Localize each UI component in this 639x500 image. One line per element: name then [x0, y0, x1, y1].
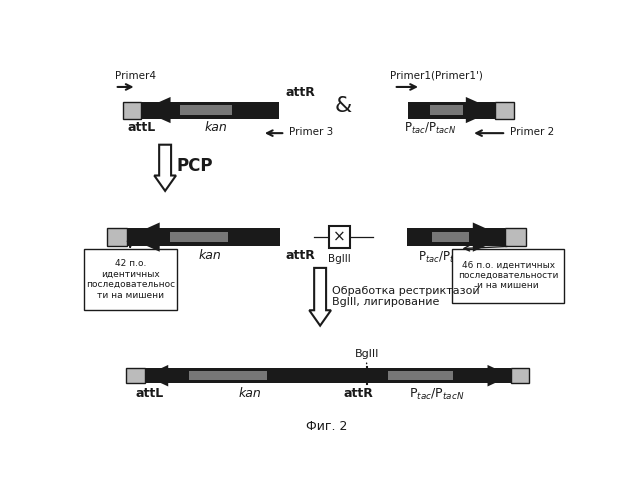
- Polygon shape: [473, 222, 505, 252]
- Bar: [511, 368, 529, 384]
- Bar: [328, 226, 350, 248]
- Polygon shape: [488, 365, 511, 386]
- Text: ×: ×: [333, 230, 346, 244]
- Text: attL: attL: [128, 121, 156, 134]
- Bar: [107, 228, 127, 246]
- Text: P$_{tac}$/P$_{tacN}$: P$_{tac}$/P$_{tacN}$: [409, 387, 464, 402]
- Text: PCP: PCP: [177, 158, 213, 176]
- Bar: [389, 372, 453, 380]
- Polygon shape: [154, 144, 176, 191]
- Bar: [170, 232, 228, 242]
- Text: attR: attR: [344, 387, 374, 400]
- Text: P$_{tac}$/P$_{tacN}$: P$_{tac}$/P$_{tacN}$: [404, 121, 457, 136]
- Text: attR: attR: [286, 86, 316, 100]
- Bar: [123, 102, 141, 118]
- Text: Primer 2: Primer 2: [510, 126, 554, 136]
- Bar: [505, 228, 525, 246]
- Polygon shape: [466, 97, 495, 123]
- Bar: [180, 106, 232, 115]
- Bar: [407, 228, 505, 246]
- Polygon shape: [127, 222, 160, 252]
- Bar: [141, 102, 279, 118]
- Text: kan: kan: [199, 250, 222, 262]
- Text: BglII: BglII: [355, 349, 379, 359]
- Bar: [408, 102, 495, 118]
- Text: Фиг. 2: Фиг. 2: [307, 420, 348, 434]
- Bar: [189, 372, 267, 380]
- Text: Primer 3: Primer 3: [289, 126, 334, 136]
- Text: kan: kan: [204, 121, 227, 134]
- Text: Primer4: Primer4: [115, 71, 156, 81]
- Polygon shape: [141, 97, 171, 123]
- Text: attR: attR: [286, 250, 316, 262]
- Text: 42 п.о.
идентичных
последовательнос
ти на мишени: 42 п.о. идентичных последовательнос ти н…: [86, 260, 175, 300]
- Bar: [84, 248, 177, 310]
- Bar: [429, 106, 463, 115]
- Bar: [495, 102, 514, 118]
- Text: BglII: BglII: [328, 254, 351, 264]
- Text: 46 п.о. идентичных
последовательности
и на мишени: 46 п.о. идентичных последовательности и …: [458, 260, 558, 290]
- Text: &: &: [335, 96, 352, 116]
- Text: P$_{tac}$/P$_{tacN}$: P$_{tac}$/P$_{tacN}$: [418, 250, 470, 264]
- Bar: [367, 368, 511, 384]
- Polygon shape: [145, 365, 168, 386]
- Text: attL: attL: [124, 250, 152, 262]
- Text: attL: attL: [135, 387, 164, 400]
- Bar: [431, 232, 469, 242]
- Bar: [452, 248, 564, 302]
- Bar: [127, 368, 145, 384]
- Text: kan: kan: [239, 387, 262, 400]
- Polygon shape: [309, 268, 331, 326]
- Text: Обработка рестриктазой
BglII, лигирование: Обработка рестриктазой BglII, лигировани…: [332, 286, 479, 307]
- Text: Primer1(Primer1'): Primer1(Primer1'): [390, 71, 482, 81]
- Bar: [127, 228, 280, 246]
- Bar: [145, 368, 367, 384]
